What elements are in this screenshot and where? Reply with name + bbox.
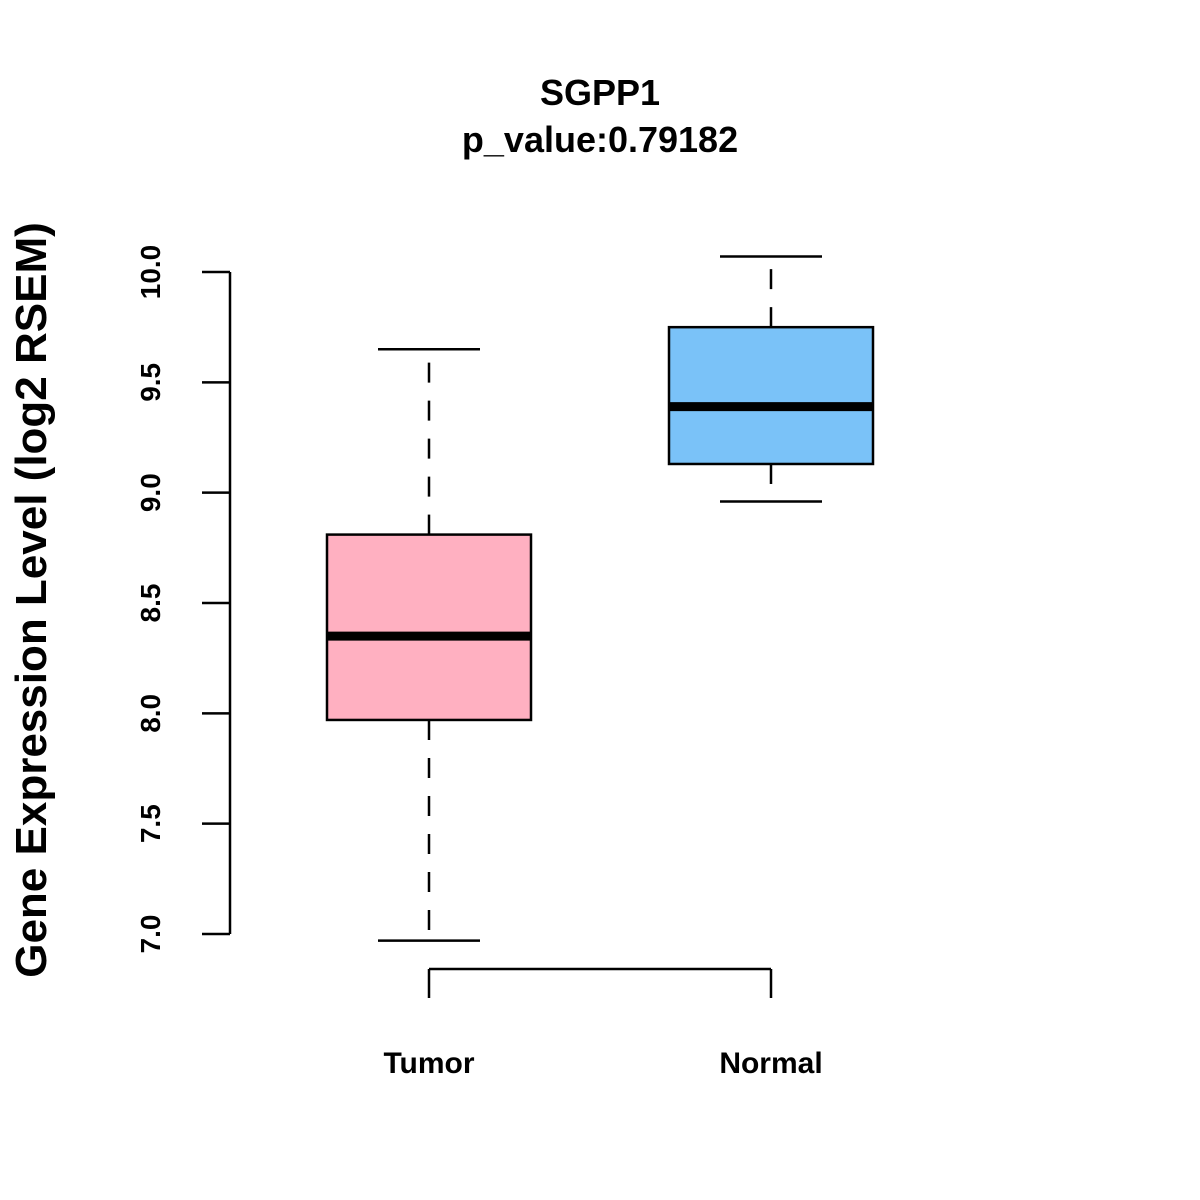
category-label-tumor: Tumor: [383, 1047, 474, 1080]
box-body: [325, 533, 533, 722]
y-tick-label: 8.5: [135, 584, 166, 623]
y-axis-label: Gene Expression Level (log2 RSEM): [7, 222, 56, 978]
category-labels: Tumor Normal: [383, 1047, 822, 1080]
y-tick-label: 7.0: [135, 915, 166, 954]
box-normal: [667, 255, 875, 503]
box-body: [667, 325, 875, 466]
group-bracket: [427, 967, 773, 998]
y-tick-label: 8.0: [135, 694, 166, 733]
category-label-normal: Normal: [719, 1047, 822, 1080]
y-tick-label: 10.0: [135, 245, 166, 300]
boxes-group: [325, 255, 875, 942]
chart-subtitle: p_value:0.79182: [462, 119, 738, 160]
y-axis: 7.0 7.5 8.0 8.5 9.0 9.5 10.0: [135, 245, 232, 954]
y-tick-label: 9.5: [135, 363, 166, 402]
y-tick-label: 7.5: [135, 804, 166, 843]
chart-title: SGPP1: [540, 72, 660, 113]
y-tick-label: 9.0: [135, 473, 166, 512]
box-tumor: [325, 347, 533, 942]
